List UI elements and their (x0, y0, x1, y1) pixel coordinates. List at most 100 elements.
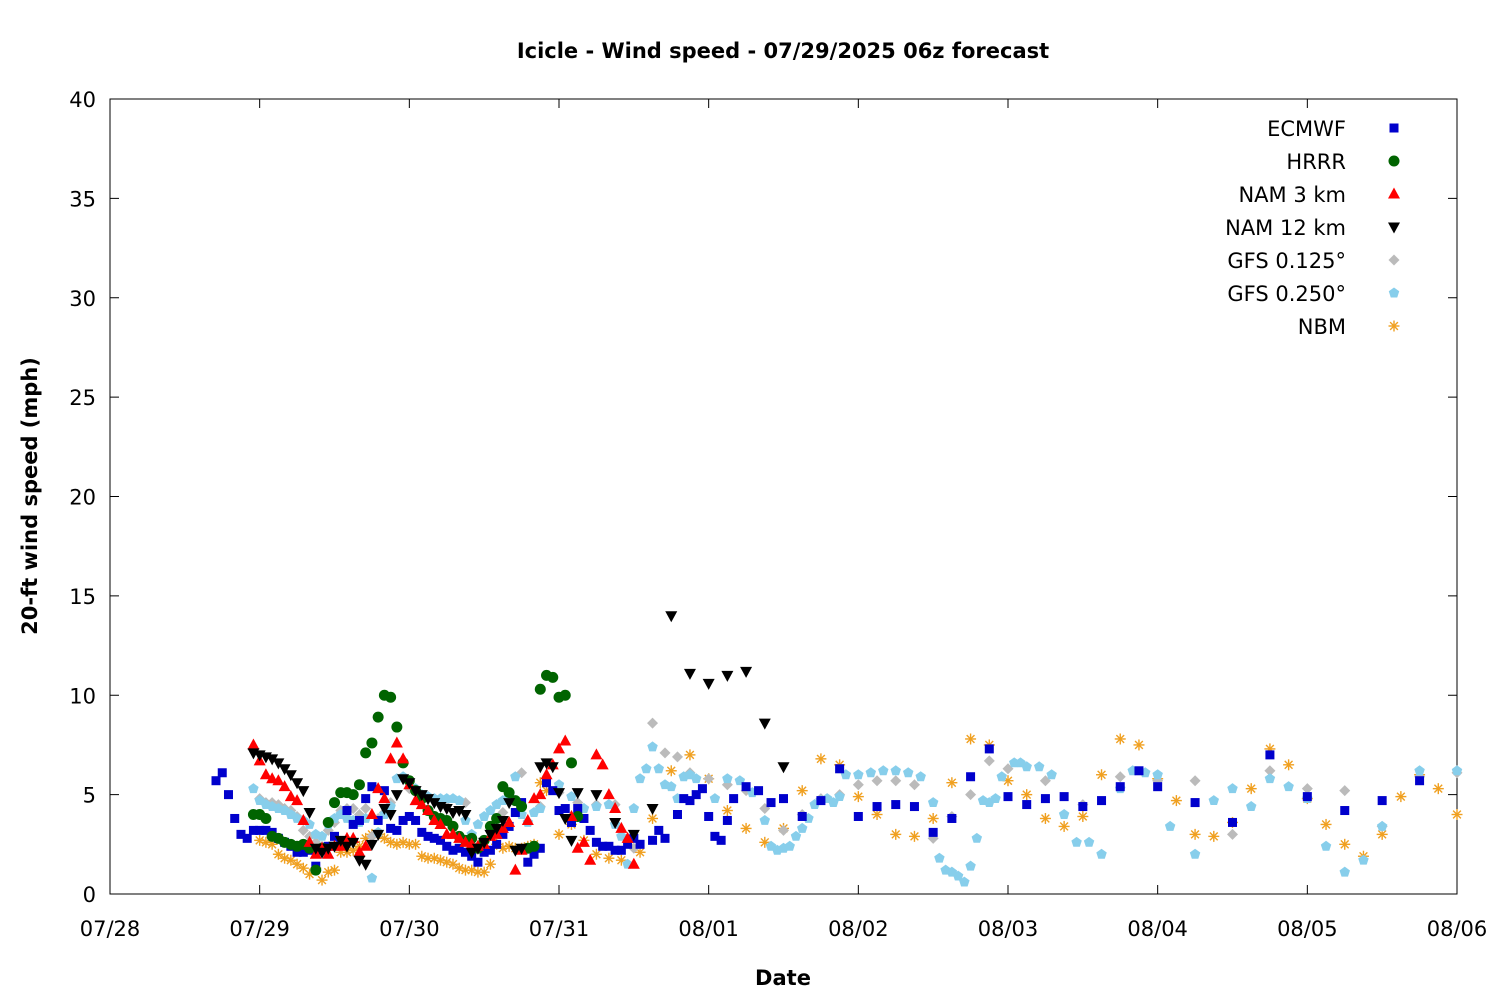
x-tick-label: 07/30 (379, 917, 440, 941)
legend-label: NBM (1298, 315, 1346, 339)
data-point (1189, 828, 1201, 840)
data-point (298, 847, 308, 857)
series-2 (247, 734, 640, 875)
data-point (484, 829, 497, 841)
y-tick-label: 40 (69, 88, 96, 112)
data-point (447, 820, 459, 832)
data-point (983, 755, 995, 767)
data-point (890, 828, 902, 840)
data-point (890, 775, 902, 787)
y-tick-label: 30 (69, 287, 96, 311)
data-point (330, 831, 339, 841)
legend-marker (1388, 254, 1400, 266)
data-point (754, 786, 764, 796)
data-point (553, 828, 565, 840)
x-tick-label: 07/31 (529, 917, 590, 941)
data-point (353, 845, 366, 857)
data-point (1083, 836, 1095, 847)
data-point (528, 840, 540, 852)
data-point (378, 832, 390, 844)
legend-marker (1388, 287, 1400, 298)
data-point (365, 839, 378, 851)
data-point (852, 791, 864, 803)
data-point (1164, 820, 1176, 831)
data-point (627, 857, 640, 869)
data-point (590, 790, 603, 802)
data-point (510, 771, 521, 782)
data-point (459, 810, 472, 821)
data-point (709, 793, 721, 804)
data-point (390, 790, 403, 802)
data-point (566, 791, 577, 802)
data-point (585, 825, 595, 835)
data-point (1114, 733, 1126, 745)
y-tick-label: 15 (69, 585, 96, 609)
data-point (790, 830, 802, 841)
data-point (1264, 765, 1276, 777)
data-point (1003, 792, 1013, 802)
data-point (1058, 809, 1070, 819)
data-point (1415, 776, 1425, 786)
data-point (372, 829, 385, 841)
y-tick-label: 25 (69, 386, 96, 410)
data-point (1071, 836, 1082, 847)
data-point (615, 821, 628, 833)
data-point (965, 789, 977, 801)
data-point (928, 827, 938, 837)
data-point (559, 734, 572, 746)
data-point (428, 813, 441, 825)
data-point (316, 830, 328, 841)
data-point (1077, 810, 1089, 822)
data-point (465, 847, 478, 859)
data-point (590, 848, 602, 860)
data-point (635, 839, 645, 849)
data-point (934, 852, 945, 863)
data-point (729, 794, 739, 804)
data-point (360, 747, 372, 759)
data-point (796, 785, 808, 797)
data-point (285, 854, 297, 866)
data-point (672, 810, 682, 819)
data-point (704, 811, 714, 821)
data-point (404, 811, 414, 821)
data-point (353, 779, 365, 791)
data-point (559, 689, 571, 701)
data-point (965, 733, 977, 745)
data-point (361, 794, 371, 804)
data-point (602, 788, 615, 800)
data-point (759, 836, 771, 848)
data-point (366, 737, 378, 749)
data-point (503, 798, 516, 810)
legend-marker (1388, 155, 1400, 167)
data-point (230, 813, 240, 823)
data-point (690, 773, 702, 784)
data-point (359, 859, 372, 871)
data-point (703, 773, 715, 785)
legend-marker (1389, 123, 1399, 133)
data-point (446, 827, 459, 839)
data-point (491, 812, 503, 824)
data-point (247, 738, 260, 750)
data-point (1377, 796, 1387, 806)
data-point (367, 782, 377, 792)
data-point (697, 784, 707, 794)
data-point (460, 847, 470, 857)
data-point (1078, 802, 1088, 812)
data-point (422, 794, 435, 806)
data-point (272, 758, 285, 770)
data-point (498, 829, 508, 839)
data-point (571, 841, 584, 853)
data-point (448, 845, 458, 855)
data-point (559, 813, 572, 825)
data-point (654, 825, 664, 835)
data-point (610, 845, 620, 855)
data-point (779, 794, 788, 804)
data-point (248, 825, 258, 835)
data-point (683, 668, 696, 680)
data-point (647, 717, 659, 729)
data-point (359, 839, 372, 851)
data-point (322, 816, 334, 828)
data-point (666, 781, 677, 792)
data-point (560, 804, 570, 814)
data-point (284, 770, 297, 782)
